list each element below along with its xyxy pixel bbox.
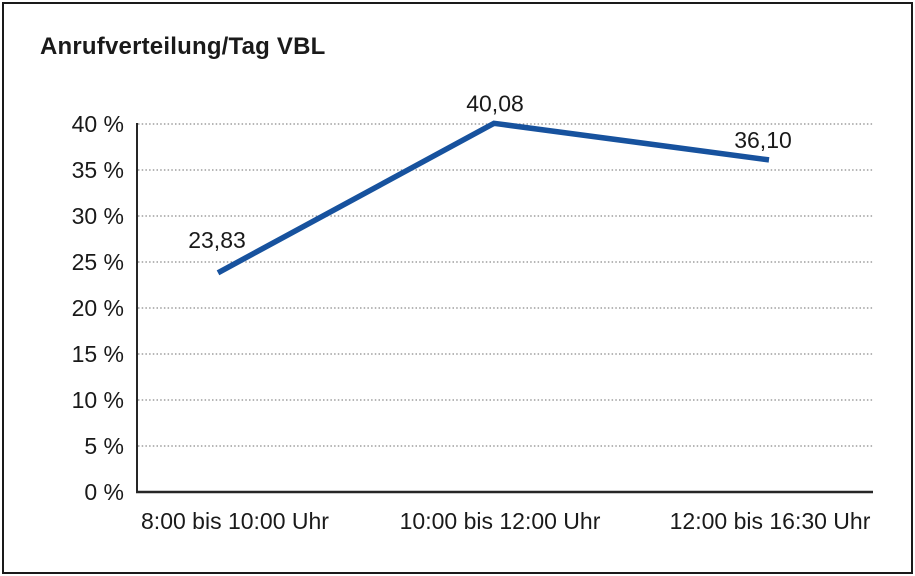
x-tick-label: 8:00 bis 10:00 Uhr <box>141 508 329 534</box>
y-tick-label: 15 % <box>72 341 124 367</box>
y-tick-label: 40 % <box>72 111 124 137</box>
data-point-label: 40,08 <box>466 90 524 116</box>
y-tick-label: 0 % <box>84 479 124 505</box>
data-point-label: 36,10 <box>734 127 792 153</box>
x-tick-label: 10:00 bis 12:00 Uhr <box>400 508 601 534</box>
y-tick-label: 20 % <box>72 295 124 321</box>
series-line <box>216 120 770 276</box>
data-labels: 23,83 40,08 36,10 <box>188 90 792 253</box>
y-tick-label: 5 % <box>84 433 124 459</box>
y-tick-label: 35 % <box>72 157 124 183</box>
data-point-label: 23,83 <box>188 227 246 253</box>
y-tick-label: 30 % <box>72 203 124 229</box>
chart-title: Anrufverteilung/Tag VBL <box>40 33 326 60</box>
gridlines <box>138 123 873 447</box>
series-group <box>216 120 770 276</box>
y-axis-tick-labels: 0 % 5 % 10 % 15 % 20 % 25 % 30 % 35 % 40 % <box>72 111 124 505</box>
x-axis-tick-labels: 8:00 bis 10:00 Uhr 10:00 bis 12:00 Uhr 12:… <box>141 508 871 534</box>
y-tick-label: 25 % <box>72 249 124 275</box>
axes <box>136 123 873 494</box>
y-tick-label: 10 % <box>72 387 124 413</box>
x-tick-label: 12:00 bis 16:30 Uhr <box>670 508 871 534</box>
